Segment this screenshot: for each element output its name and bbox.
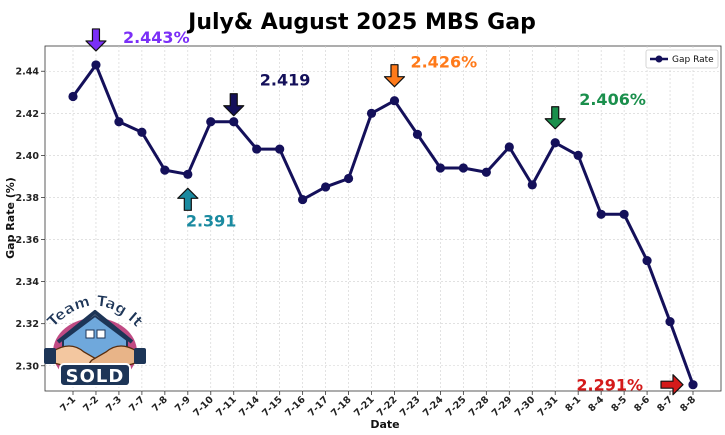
x-tick-label: 7-28 — [467, 394, 492, 419]
data-point — [275, 144, 285, 154]
x-tick-label: 8-1 — [563, 394, 583, 414]
data-point — [137, 127, 147, 137]
x-tick-label: 7-21 — [352, 394, 377, 419]
y-tick-label: 2.44 — [16, 67, 40, 78]
data-point — [229, 117, 239, 127]
x-tick-label: 7-31 — [536, 394, 561, 419]
data-point — [320, 182, 331, 192]
series-gap-rate — [68, 60, 698, 390]
plot-area — [44, 45, 722, 392]
legend-box — [645, 49, 719, 69]
chart-title: July& August 2025 MBS Gap — [186, 10, 536, 35]
down-arrow-icon — [383, 64, 406, 88]
data-point — [550, 138, 560, 148]
data-point — [366, 108, 377, 118]
series-line-0 — [71, 63, 695, 386]
data-point — [665, 316, 675, 327]
down-arrow-icon — [544, 106, 566, 130]
x-tick-label: 8-4 — [586, 394, 606, 414]
annotations: 2.443% 2.391 2.419 2.426% 2.406% 2.291% — [85, 28, 684, 396]
x-axis-label: Date — [370, 418, 399, 431]
data-point — [114, 117, 124, 127]
data-point — [183, 169, 193, 179]
data-point — [91, 60, 101, 70]
annotation-label: 2.406% — [579, 90, 646, 109]
x-tick-label: 7-16 — [283, 394, 308, 419]
x-axis-ticks: 7-1 7-2 7-3 7-7 7-8 7-97-107-117-147-157-167-… — [58, 391, 698, 419]
annotation-label: 2.443% — [123, 28, 190, 47]
data-point — [688, 380, 698, 390]
x-tick-label: 7-3 — [104, 394, 124, 414]
x-tick-label: 7-7 — [127, 394, 147, 414]
x-tick-label: 7-15 — [260, 394, 285, 419]
x-tick-label: 7-2 — [81, 394, 101, 414]
annotation-label: 2.391 — [186, 211, 237, 230]
x-tick-label: 7-29 — [490, 394, 515, 419]
data-point — [252, 144, 262, 154]
legend-marker-swatch — [655, 55, 663, 63]
x-tick-label: 8-7 — [655, 394, 675, 414]
x-tick-label: 7-8 — [150, 394, 170, 414]
x-tick-label: 7-22 — [375, 394, 400, 419]
right-arrow-icon — [660, 374, 684, 396]
x-tick-label: 8-6 — [632, 394, 652, 414]
x-tick-label: 7-10 — [191, 394, 216, 419]
y-tick-label: 2.40 — [16, 151, 40, 162]
data-point — [160, 165, 170, 175]
data-point — [527, 180, 537, 190]
x-tick-label: 7-9 — [173, 394, 193, 414]
x-tick-label: 7-30 — [513, 394, 538, 419]
data-point — [206, 117, 216, 127]
data-point — [68, 91, 78, 102]
down-arrow-icon — [85, 28, 107, 52]
annotation-label: 2.419 — [260, 71, 311, 90]
data-point — [412, 129, 423, 139]
data-point — [596, 209, 606, 219]
team-tag-it-sold-logo: Team Tag It SOLD — [43, 292, 147, 387]
data-point — [343, 173, 354, 184]
x-tick-label: 7-23 — [398, 394, 423, 419]
x-tick-label: 7-18 — [329, 394, 354, 419]
legend: Gap Rate — [645, 49, 719, 69]
x-tick-label: 7-11 — [214, 394, 239, 419]
logo-sold-banner — [59, 363, 131, 387]
x-tick-label: 7-24 — [421, 394, 446, 419]
y-tick-label: 2.30 — [16, 361, 40, 372]
y-tick-label: 2.38 — [16, 193, 40, 204]
x-tick-label: 7-14 — [237, 394, 262, 419]
data-point — [458, 163, 468, 173]
data-point — [573, 150, 583, 160]
data-point — [642, 255, 652, 266]
logo-bottom-text: SOLD — [66, 366, 125, 387]
data-point — [481, 167, 491, 177]
y-tick-label: 2.32 — [16, 319, 39, 330]
data-point — [619, 209, 629, 219]
grid-lines — [45, 46, 721, 391]
data-point — [435, 163, 446, 173]
annotation-label: 2.426% — [410, 53, 477, 72]
down-arrow-icon — [223, 93, 245, 117]
y-tick-label: 2.34 — [16, 277, 40, 288]
x-tick-label: 8-5 — [609, 394, 629, 414]
data-point — [504, 142, 514, 152]
y-axis-label: Gap Rate (%) — [4, 177, 17, 259]
up-arrow-icon — [177, 187, 199, 211]
x-tick-label: 7-25 — [444, 394, 469, 419]
x-tick-label: 7-17 — [306, 394, 331, 419]
y-axis-ticks: 2.30 2.32 2.34 2.36 2.38 2.40 2.42 2.44 — [16, 67, 45, 372]
data-point — [298, 194, 308, 205]
x-tick-label: 8-8 — [678, 394, 698, 414]
data-point — [389, 96, 400, 106]
annotation-label: 2.291% — [576, 376, 643, 395]
x-tick-label: 7-1 — [58, 394, 78, 414]
legend-entry-gap-rate: Gap Rate — [672, 55, 714, 65]
y-tick-label: 2.42 — [16, 109, 39, 120]
y-tick-label: 2.36 — [16, 235, 40, 246]
